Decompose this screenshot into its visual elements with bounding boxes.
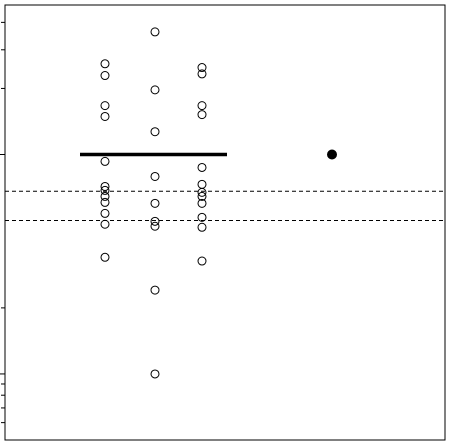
point xyxy=(150,221,160,231)
point xyxy=(150,285,160,295)
point xyxy=(197,63,207,73)
point xyxy=(197,187,207,197)
point xyxy=(150,198,160,208)
point xyxy=(100,197,110,207)
point xyxy=(197,69,207,79)
point xyxy=(197,110,207,120)
point xyxy=(197,222,207,232)
point xyxy=(150,216,160,226)
point xyxy=(100,71,110,81)
point xyxy=(150,85,160,95)
plot-frame xyxy=(4,4,446,441)
point xyxy=(100,185,110,195)
point xyxy=(100,191,110,201)
point xyxy=(100,181,110,191)
point xyxy=(150,127,160,137)
point xyxy=(197,212,207,222)
point xyxy=(150,27,160,37)
point xyxy=(197,198,207,208)
point xyxy=(100,252,110,262)
point xyxy=(100,219,110,229)
point xyxy=(197,179,207,189)
point xyxy=(100,59,110,69)
point xyxy=(100,101,110,111)
point xyxy=(197,162,207,172)
point xyxy=(100,111,110,121)
point xyxy=(150,171,160,181)
point xyxy=(197,101,207,111)
point xyxy=(197,256,207,266)
point xyxy=(100,208,110,218)
point xyxy=(327,149,337,160)
point xyxy=(100,156,110,166)
point xyxy=(197,191,207,201)
point xyxy=(150,369,160,379)
